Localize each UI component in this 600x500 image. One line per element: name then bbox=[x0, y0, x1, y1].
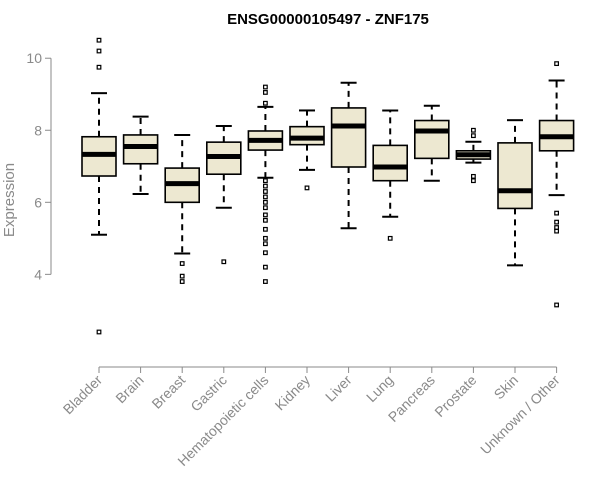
outlier-point bbox=[96, 64, 102, 70]
x-tick-label: Prostate bbox=[431, 372, 479, 420]
x-tick-label: Unknown / Other bbox=[477, 372, 563, 458]
outlier-point bbox=[263, 226, 268, 232]
outlier-point bbox=[263, 279, 268, 284]
x-tick-label: Bladder bbox=[60, 372, 106, 418]
outlier-point bbox=[263, 205, 268, 211]
outlier-point bbox=[554, 225, 559, 230]
box-iqr bbox=[372, 144, 409, 182]
outlier-point bbox=[263, 264, 268, 270]
outlier-point bbox=[263, 199, 268, 205]
y-axis: 4 6 8 10 bbox=[26, 50, 52, 282]
y-tick-label: 6 bbox=[34, 194, 42, 210]
box-unknown-other bbox=[538, 61, 575, 308]
outlier-point bbox=[179, 279, 185, 284]
outlier-point bbox=[304, 185, 310, 191]
box-iqr bbox=[289, 125, 325, 146]
box-skin bbox=[497, 119, 533, 267]
x-tick-label: Lung bbox=[363, 372, 396, 405]
outlier-point bbox=[263, 189, 268, 194]
outlier-point bbox=[179, 261, 185, 266]
outlier-point bbox=[263, 212, 268, 218]
box-kidney bbox=[289, 109, 325, 191]
outlier-point bbox=[263, 235, 268, 241]
outlier-point bbox=[554, 302, 559, 308]
box-lung bbox=[372, 109, 409, 241]
outlier-point bbox=[263, 250, 268, 256]
outlier-point bbox=[471, 127, 476, 133]
box-iqr bbox=[497, 142, 533, 210]
chart-title: ENSG00000105497 - ZNF175 bbox=[227, 11, 429, 28]
x-tick-label: Skin bbox=[491, 372, 522, 403]
box-iqr bbox=[330, 107, 367, 168]
y-tick-label: 4 bbox=[34, 266, 42, 282]
outlier-point bbox=[263, 183, 268, 189]
box-iqr bbox=[413, 119, 450, 160]
box-iqr bbox=[122, 134, 159, 165]
y-tick-label: 10 bbox=[26, 50, 42, 66]
outlier-point bbox=[96, 48, 102, 54]
outlier-point bbox=[179, 273, 185, 279]
box-bladder bbox=[81, 37, 117, 335]
outlier-point bbox=[471, 133, 476, 139]
x-tick-label: Breast bbox=[148, 372, 188, 412]
outlier-point bbox=[96, 329, 102, 335]
outlier-point bbox=[263, 100, 268, 106]
outlier-point bbox=[263, 178, 268, 184]
box-pancreas bbox=[413, 104, 450, 182]
outlier-point bbox=[387, 235, 393, 241]
boxes-group bbox=[81, 37, 575, 335]
outlier-point bbox=[263, 84, 268, 90]
outlier-point bbox=[263, 194, 268, 200]
box-breast bbox=[164, 133, 200, 284]
outlier-point bbox=[263, 90, 268, 95]
box-liver bbox=[330, 81, 367, 230]
x-tick-label: Liver bbox=[322, 372, 355, 405]
box-gastric bbox=[206, 124, 242, 265]
outlier-point bbox=[554, 219, 559, 225]
box-hematopoietic-cells bbox=[247, 84, 284, 284]
outlier-point bbox=[221, 259, 227, 265]
outlier-point bbox=[263, 217, 268, 223]
outlier-point bbox=[554, 61, 559, 67]
x-tick-label: Brain bbox=[112, 372, 146, 406]
outlier-point bbox=[96, 37, 102, 43]
y-axis-label: Expression bbox=[1, 163, 18, 237]
x-tick-label: Kidney bbox=[272, 372, 314, 414]
y-tick-label: 8 bbox=[34, 122, 42, 138]
outlier-point bbox=[554, 210, 559, 216]
outlier-point bbox=[263, 241, 268, 247]
outlier-point bbox=[471, 178, 476, 184]
box-brain bbox=[122, 115, 159, 196]
box-prostate bbox=[455, 127, 492, 184]
outlier-point bbox=[471, 173, 476, 179]
